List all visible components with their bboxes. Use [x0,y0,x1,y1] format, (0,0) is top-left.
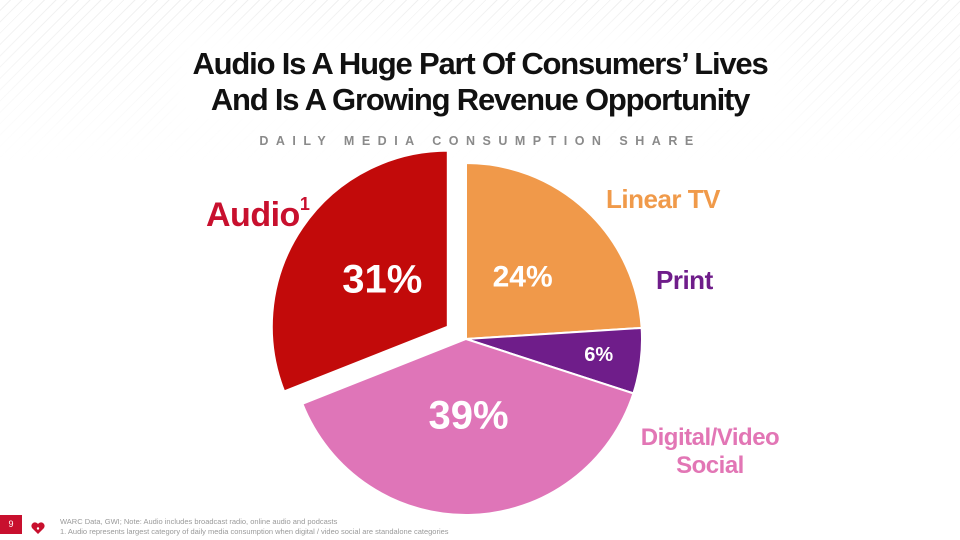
data-label-linear-tv: 24% [493,261,553,294]
legend-label-digital-line2: Social [676,452,744,479]
footnote-note: 1. Audio represents largest category of … [60,527,449,536]
page-title-line-2: And Is A Growing Revenue Opportunity [210,82,751,117]
pie-slice-audio [270,149,449,393]
footnote-marker: 1 [299,194,310,214]
title-backdrop [170,30,790,130]
data-label-audio: 31% [342,258,422,302]
legend-label-linear-tv: Linear TV [606,184,720,214]
legend-label-digital-video-social: Digital/Video Social [620,424,800,480]
pie-slice-linear-tv [465,161,643,341]
legend-label-print: Print [656,265,713,295]
pie-slice-digital-video-social [301,337,635,516]
page-number: 9 [0,515,22,534]
data-label-print: 6% [584,344,613,366]
footnote-source: WARC Data, GWI; Note: Audio includes bro… [60,517,338,526]
page-title-line-1: Audio Is A Huge Part Of Consumers’ Lives [192,46,769,81]
legend-label-digital-line1: Digital/Video [640,424,780,451]
heart-logo-icon [31,522,45,534]
chart-subtitle: DAILY MEDIA CONSUMPTION SHARE [259,134,701,148]
legend-label-audio: Audio1 [206,194,310,234]
data-label-digital-video-social: 39% [428,394,508,438]
